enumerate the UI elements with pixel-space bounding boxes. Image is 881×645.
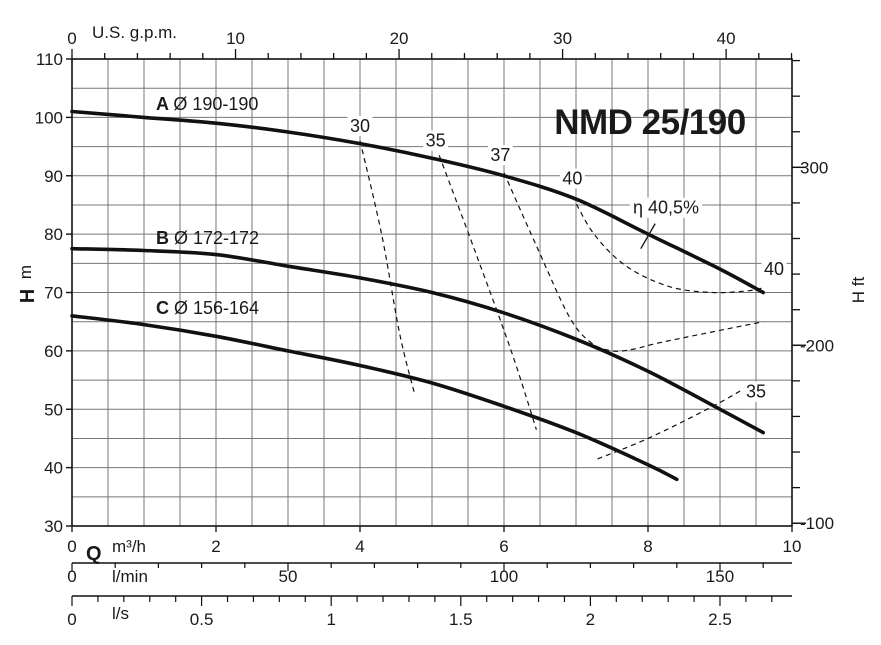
series-curve-C (70, 314, 679, 482)
x-axis-symbol: Q (86, 543, 102, 565)
lmin-axis-label: l/min (112, 567, 148, 586)
y-axis-right-label: H ft (849, 277, 868, 304)
y-left-tick-label: 80 (44, 225, 63, 244)
efficiency-annotation: η 40,5% (633, 198, 699, 218)
ls-axis-tick-label: 2.5 (708, 610, 732, 629)
lmin-axis-tick-label: 50 (279, 567, 298, 586)
series-curve-A (70, 109, 765, 295)
x-axis-tick-label: 4 (355, 537, 364, 556)
efficiency-line-37-2 (503, 172, 764, 352)
top-axis-tick-label: 40 (717, 29, 736, 48)
ls-axis-tick-label: 2 (586, 610, 595, 629)
y-left-tick-label: 30 (44, 517, 63, 536)
lmin-axis-tick-label: 150 (706, 567, 734, 586)
efficiency-annotation: 30 (350, 116, 370, 136)
annotation-bg (347, 115, 373, 136)
ls-axis-tick-label: 0 (67, 610, 76, 629)
x-axis-tick-label: 8 (643, 537, 652, 556)
series-label-B: B Ø 172-172 (156, 228, 259, 248)
efficiency-line-40-4 (571, 195, 764, 294)
x-axis-tick-label: 6 (499, 537, 508, 556)
efficiency-line-30-0 (359, 140, 415, 392)
efficiency-line-35-1 (438, 155, 537, 430)
annotation-bg (761, 258, 787, 279)
annotation-bg (743, 381, 769, 402)
y-right-tick-label: -100 (800, 514, 834, 533)
lmin-axis-tick-label: 100 (490, 567, 518, 586)
chart-title: NMD 25/190 (554, 103, 746, 142)
top-axis-tick-label: 0 (67, 29, 76, 48)
annotation-bg (559, 168, 585, 189)
ls-axis-tick-label: 0.5 (190, 610, 214, 629)
eta-pointer (640, 223, 656, 250)
series-curve-B (70, 246, 765, 435)
x-axis-tick-label: 10 (783, 537, 802, 556)
ls-axis-tick-label: 1 (326, 610, 335, 629)
efficiency-annotation: 35 (426, 131, 446, 151)
y-axis-left-symbol: H (17, 289, 39, 303)
efficiency-annotation: 40 (764, 259, 784, 279)
annotation-bg (629, 197, 703, 218)
x-axis-tick-label: 2 (211, 537, 220, 556)
y-left-tick-label: 50 (44, 400, 63, 419)
y-left-tick-label: 40 (44, 459, 63, 478)
lmin-axis-tick-label: 0 (67, 567, 76, 586)
y-left-tick-label: 110 (36, 50, 63, 69)
ls-axis-label: l/s (112, 604, 129, 623)
x-axis-unit: m³/h (112, 537, 146, 556)
efficiency-annotation: 35 (746, 382, 766, 402)
annotation-bg (423, 130, 449, 151)
y-right-tick-label: 300 (800, 158, 828, 177)
top-axis-label: U.S. g.p.m. (92, 23, 177, 42)
x-axis-tick-label: 0 (67, 537, 76, 556)
y-left-tick-label: 60 (44, 342, 63, 361)
y-axis-left-unit: m (16, 265, 35, 279)
series-label-C: C Ø 156-164 (156, 298, 259, 318)
efficiency-annotation: 37 (490, 145, 510, 165)
efficiency-lines (359, 140, 764, 460)
y-right-tick-label: -200 (800, 336, 834, 355)
efficiency-annotation: 40 (562, 169, 582, 189)
grid (72, 59, 792, 526)
top-axis-tick-label: 20 (390, 29, 409, 48)
top-axis-tick-label: 10 (226, 29, 245, 48)
top-axis-tick-label: 30 (553, 29, 572, 48)
y-left-tick-label: 70 (44, 284, 63, 303)
chart-labels: A Ø 190-190 B Ø 172-172 C Ø 156-164 30 35 37 4… (156, 94, 787, 402)
series-label-A: A Ø 190-190 (156, 94, 258, 114)
y-left-tick-label: 90 (44, 167, 63, 186)
annotation-bg (487, 145, 513, 166)
y-left-tick-label: 100 (35, 108, 63, 127)
ls-axis-tick-label: 1.5 (449, 610, 473, 629)
head-curves (70, 109, 765, 482)
efficiency-line-35-3 (597, 385, 750, 460)
